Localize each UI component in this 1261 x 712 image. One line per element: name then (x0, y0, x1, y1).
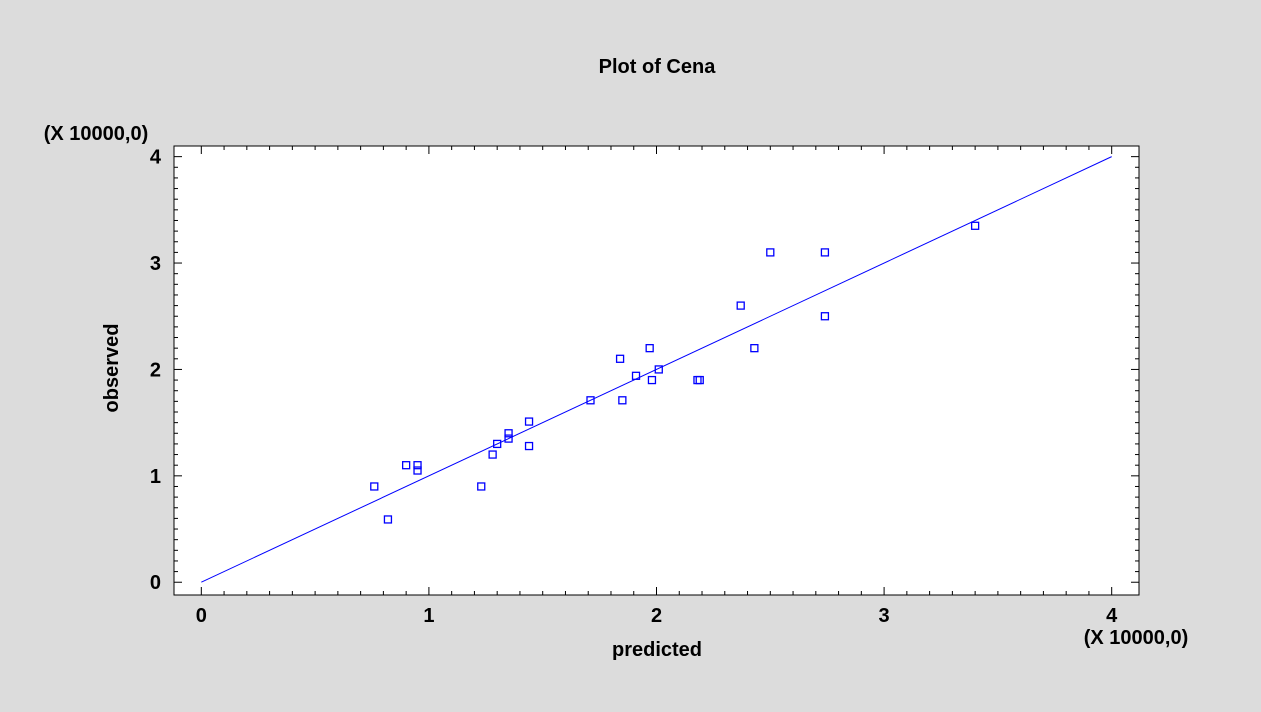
x-scale-label: (X 10000,0) (1084, 627, 1189, 649)
y-axis-label: observed (101, 324, 123, 413)
reference-line (201, 156, 1112, 583)
data-point (370, 482, 379, 491)
x-tick-label: 2 (651, 605, 662, 627)
y-tick-label: 0 (150, 572, 161, 594)
data-point (618, 396, 627, 405)
y-tick-label: 3 (150, 253, 161, 275)
x-tick-label: 4 (1106, 605, 1118, 627)
data-point (477, 482, 486, 491)
data-point (586, 396, 595, 405)
data-point (695, 375, 704, 385)
data-point (383, 515, 393, 524)
data-point (820, 312, 830, 321)
data-point (504, 429, 513, 438)
data-point (645, 344, 654, 353)
data-point (504, 434, 513, 443)
y-tick-label: 4 (150, 147, 162, 169)
y-tick-label: 2 (150, 359, 161, 381)
data-point (647, 375, 657, 385)
labels-layer: 0 1 2 3 4 0 1 2 3 4 (150, 147, 1118, 627)
data-point (654, 365, 663, 374)
data-point (820, 248, 830, 257)
data-point (488, 450, 497, 459)
y-scale-label: (X 10000,0) (44, 123, 149, 145)
data-point (631, 371, 641, 380)
data-point (524, 441, 534, 451)
data-point (413, 461, 422, 470)
y-tick-label: 1 (150, 466, 161, 488)
data-point (736, 301, 745, 310)
x-tick-label: 0 (196, 605, 207, 627)
data-point (970, 221, 980, 230)
ticks-layer (174, 146, 1139, 595)
data-point (413, 466, 422, 475)
x-axis-label: predicted (612, 639, 702, 661)
data-point (524, 417, 534, 426)
data-point (615, 354, 625, 363)
x-tick-label: 3 (879, 605, 890, 627)
x-tick-label: 1 (423, 605, 434, 627)
points-layer (370, 221, 980, 524)
chart-title: Plot of Cena (599, 56, 717, 78)
data-point (750, 344, 759, 353)
data-point (766, 248, 775, 257)
data-point (401, 461, 411, 470)
data-point (493, 439, 502, 449)
